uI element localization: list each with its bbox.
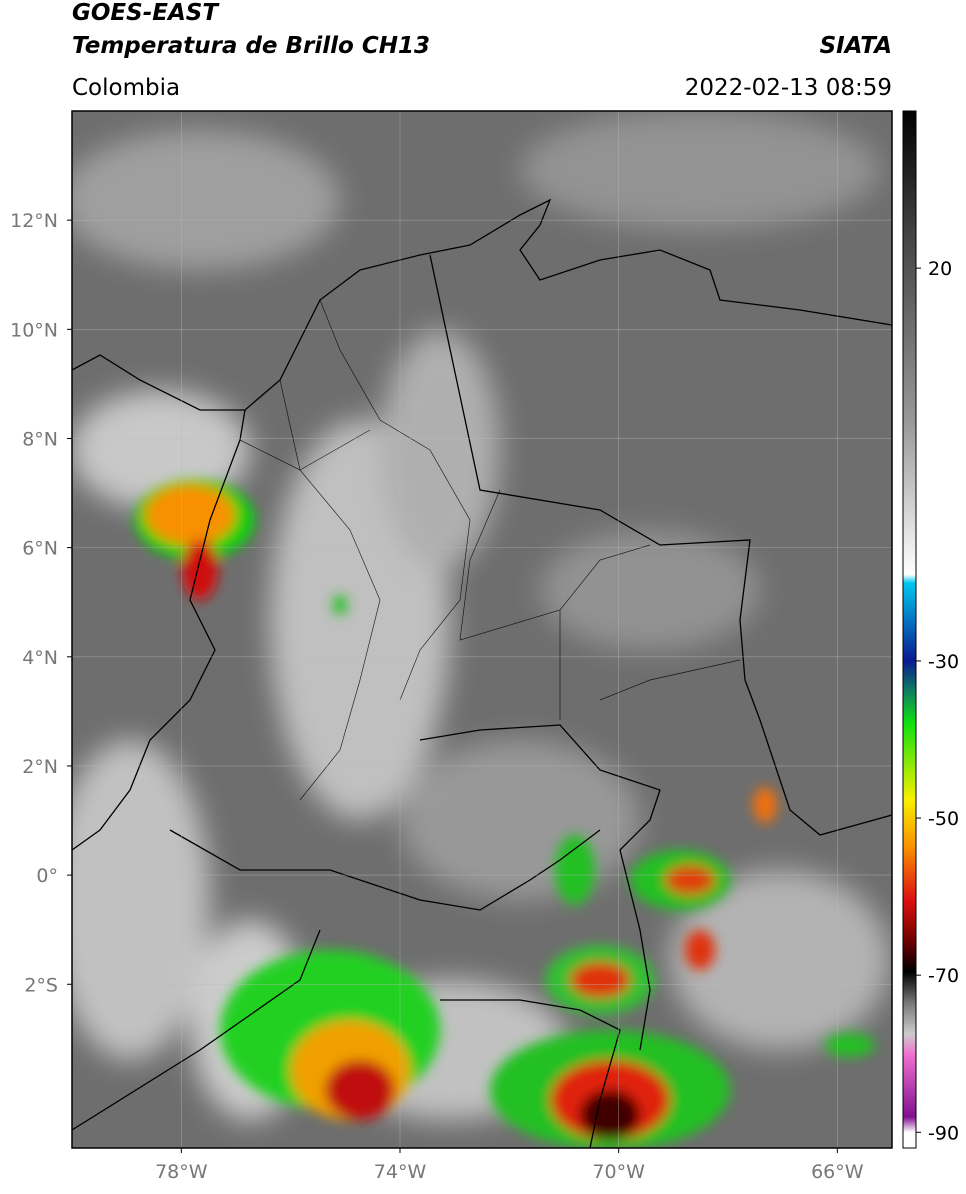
colorbar-tick-label: -50 (928, 808, 959, 830)
lat-tick-label: 0° (36, 865, 58, 887)
lon-tick-label: 70°W (592, 1161, 645, 1183)
graticule (72, 111, 892, 1148)
lat-tick-label: 4°N (22, 647, 58, 669)
lat-tick-label: 8°N (22, 428, 58, 450)
title: GOES-EAST (72, 0, 220, 26)
lon-tick-label: 78°W (155, 1161, 208, 1183)
colorbar (902, 110, 917, 1149)
timestamp: 2022-02-13 08:59 (685, 75, 892, 101)
colorbar-tick-label: -30 (928, 651, 959, 673)
satellite-image (72, 111, 892, 1148)
lat-tick-label: 12°N (10, 210, 58, 232)
subtitle: Temperatura de Brillo CH13 (72, 33, 430, 59)
colorbar-tick-label: 20 (928, 258, 952, 280)
source: SIATA (820, 33, 892, 59)
lat-tick-label: 10°N (10, 319, 58, 341)
region: Colombia (72, 75, 180, 101)
colorbar-tick-label: -90 (928, 1122, 959, 1144)
lon-tick-label: 74°W (374, 1161, 427, 1183)
lat-tick-label: 2°N (22, 756, 58, 778)
labels: 12°N 10°N 8°N 6°N 4°N 2°N 0° 2°S 78°W 74°W 70°W 66°… (10, 210, 959, 1183)
colorbar-tick-label: -70 (928, 965, 959, 987)
map-frame (71, 110, 893, 1149)
lat-tick-label: 6°N (22, 538, 58, 560)
lon-tick-label: 66°W (811, 1161, 864, 1183)
lat-tick-label: 2°S (24, 974, 58, 996)
